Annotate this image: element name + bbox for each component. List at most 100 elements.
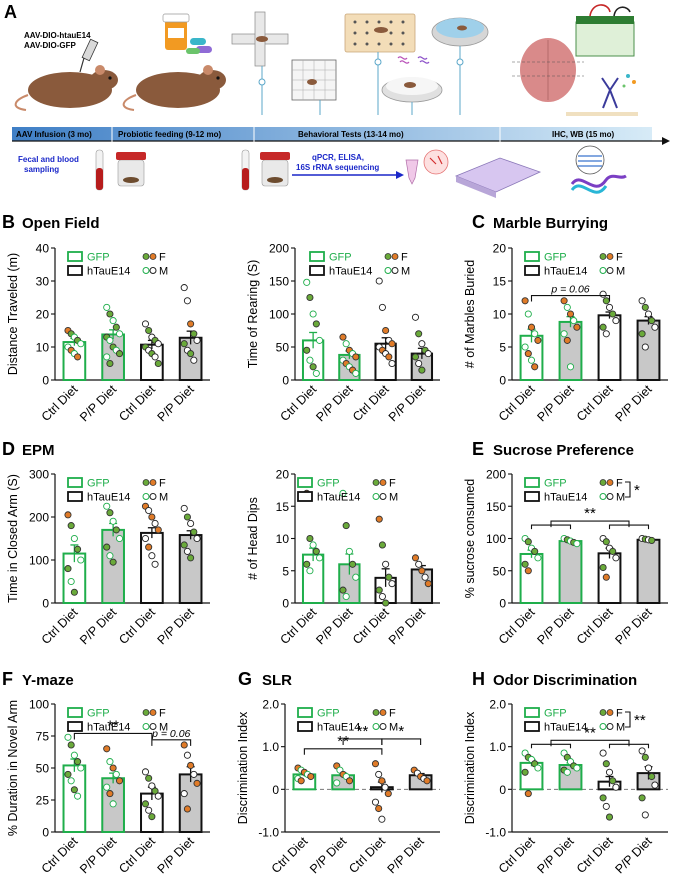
data-point xyxy=(151,787,159,795)
mouse-icon xyxy=(122,65,226,111)
data-point xyxy=(109,517,117,525)
data-point xyxy=(342,593,350,601)
data-point xyxy=(297,777,305,785)
y-axis-label: Time in Closed Arm (S) xyxy=(6,474,20,603)
data-point xyxy=(602,573,610,581)
plus-maze-icon xyxy=(231,11,289,67)
data-point xyxy=(180,340,188,348)
y-tick-label: 2.0 xyxy=(262,698,279,712)
data-point xyxy=(573,764,581,772)
data-point xyxy=(524,350,532,358)
data-point xyxy=(145,326,153,335)
panel-letter-a: A xyxy=(4,2,17,22)
data-point xyxy=(64,770,72,778)
x-tick-label: P/P Diet xyxy=(534,834,577,877)
data-point xyxy=(531,547,539,555)
data-point xyxy=(609,547,617,555)
chart-panel: D EPM 0 100 200 300 Time in Closed Arm (S) Ctrl… xyxy=(2,439,210,647)
data-point xyxy=(115,350,124,358)
legend-swatch xyxy=(309,251,325,262)
data-point xyxy=(534,554,542,562)
x-tick-label: P/P Diet xyxy=(612,834,655,877)
chart-title: Marble Burrying xyxy=(493,215,608,232)
legend-swatch xyxy=(524,251,540,262)
data-point xyxy=(570,317,578,325)
legend-label: hTauE14 xyxy=(544,492,587,504)
feces-jar-icon xyxy=(260,152,290,187)
data-point xyxy=(345,547,353,555)
data-point xyxy=(573,540,581,548)
significance-bracket xyxy=(381,738,422,745)
pcr-tube-icon xyxy=(405,149,449,185)
data-point xyxy=(638,330,646,338)
legend-label: hTauE14 xyxy=(87,722,130,734)
data-point xyxy=(648,536,656,544)
data-point xyxy=(648,772,656,781)
data-point xyxy=(193,534,201,543)
legend-label: hTauE14 xyxy=(544,722,587,734)
data-point xyxy=(148,552,156,560)
data-point xyxy=(154,359,162,368)
legend-dot xyxy=(606,267,614,274)
data-point xyxy=(382,560,390,568)
arrow-icon xyxy=(292,171,404,179)
data-point xyxy=(378,593,386,601)
data-point xyxy=(151,519,159,528)
data-point xyxy=(315,336,324,344)
data-point xyxy=(418,340,426,348)
data-point xyxy=(566,310,575,318)
data-point xyxy=(411,353,420,361)
y-tick-label: 150 xyxy=(269,275,289,289)
legend-dot xyxy=(149,709,157,716)
timeline-label: Behavioral Tests (13-14 mo) xyxy=(298,130,404,139)
data-point xyxy=(112,323,120,331)
significance-label: * xyxy=(398,723,404,740)
legend-dot xyxy=(372,709,380,716)
chart-panel: 0 50 100 150 200 Time of Rearing (S) Ctrl Diet… xyxy=(246,242,440,425)
data-point xyxy=(103,303,111,311)
legend-dot xyxy=(384,267,392,274)
data-point xyxy=(64,565,72,573)
data-point xyxy=(77,764,85,772)
panel-letter: B xyxy=(2,212,15,232)
data-point xyxy=(67,522,75,530)
data-point xyxy=(424,350,432,358)
data-point xyxy=(183,297,191,305)
x-tick-label: Ctrl Diet xyxy=(574,834,616,876)
legend-swatch xyxy=(297,491,313,502)
legend-label: hTauE14 xyxy=(87,266,130,278)
data-point xyxy=(307,772,315,781)
data-point xyxy=(103,353,111,361)
data-point xyxy=(651,323,659,331)
legend-swatch xyxy=(524,265,540,276)
x-tick-label: Ctrl Diet xyxy=(116,834,158,876)
data-point xyxy=(418,366,426,374)
legend-swatch xyxy=(67,265,83,276)
legend-label: GFP xyxy=(87,708,110,720)
legend-label: M xyxy=(616,722,625,734)
data-point xyxy=(190,528,198,536)
x-tick-label: P/P Diet xyxy=(534,605,577,648)
data-point xyxy=(342,340,350,348)
legend-label: GFP xyxy=(544,252,567,264)
y-tick-label: 15 xyxy=(493,275,507,289)
x-tick-label: P/P Diet xyxy=(534,382,577,425)
data-point xyxy=(70,534,78,543)
y-tick-label: 20 xyxy=(36,308,50,322)
chart-panel: E Sucrose Preference 0 50 100 150 200 % sucrose… xyxy=(463,439,668,647)
data-point xyxy=(145,806,153,814)
significance-label: ** xyxy=(107,717,119,734)
legend-swatch xyxy=(524,477,540,488)
legend-dot xyxy=(599,267,607,274)
data-point xyxy=(154,340,162,348)
data-point xyxy=(148,513,156,521)
legend-label: GFP xyxy=(544,478,567,490)
data-point xyxy=(339,333,347,341)
chart-title: Y-maze xyxy=(22,672,74,689)
data-point xyxy=(609,310,617,318)
legend-swatch xyxy=(67,721,83,732)
y-tick-label: 100 xyxy=(29,554,49,568)
x-tick-label: P/P Diet xyxy=(313,382,356,425)
data-point xyxy=(638,747,646,755)
